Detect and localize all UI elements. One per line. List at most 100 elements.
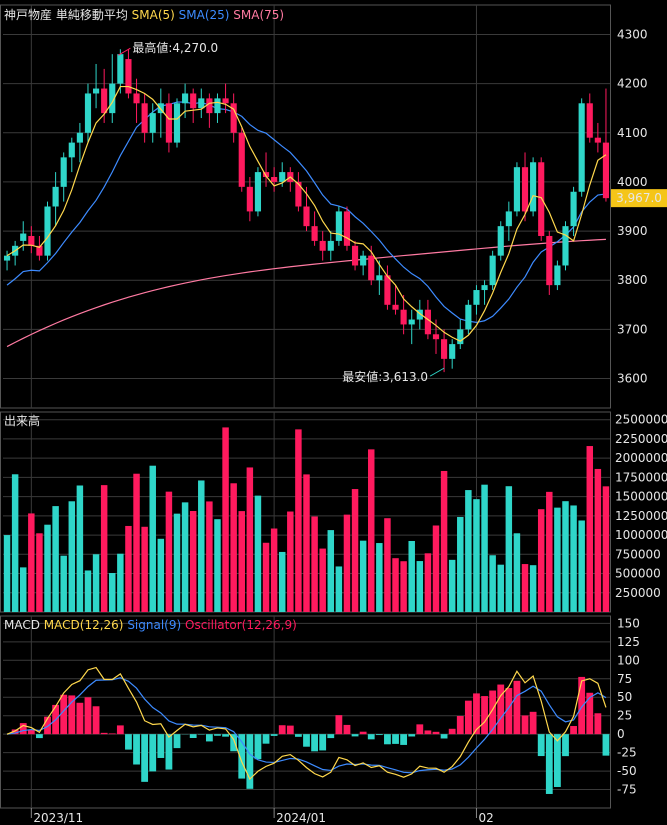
candle-body (157, 103, 164, 114)
oscillator-bar (84, 697, 92, 735)
volume-bar (368, 449, 375, 612)
volume-tick-label: 2000000 (615, 451, 667, 465)
macd-header-osc: Oscillator(12,26,9) (185, 618, 297, 632)
candle-body (578, 103, 585, 192)
candle-body (570, 191, 577, 227)
candle-body (586, 103, 593, 138)
volume-bar (157, 538, 165, 612)
candle-body (327, 240, 334, 251)
candle-body (481, 285, 488, 291)
candle-body (84, 93, 92, 133)
volume-bar (125, 525, 132, 612)
header-sma25: SMA(25) (179, 8, 234, 22)
candle-body (295, 181, 302, 207)
volume-bar (497, 564, 504, 612)
oscillator-bar (278, 725, 286, 735)
macd-tick-label: 125 (617, 635, 640, 649)
price-badge-bg (611, 189, 667, 208)
candle-body (182, 93, 189, 104)
oscillator-bar (448, 728, 456, 735)
candle-body (206, 98, 213, 114)
candle-body (311, 226, 318, 241)
oscillator-bar (375, 734, 383, 736)
volume-bar (481, 484, 488, 612)
volume-tick-label: 1250000 (615, 509, 667, 523)
volume-bar (295, 429, 302, 612)
price-tick-label: 4300 (617, 27, 648, 41)
volume-bar (351, 489, 359, 612)
volume-bar (335, 566, 343, 612)
volume-bar (189, 511, 197, 612)
volume-bar (424, 553, 432, 612)
candle-body (465, 304, 472, 330)
volume-tick-label: 1750000 (615, 470, 667, 484)
volume-bar (513, 533, 521, 612)
candle-body (246, 186, 253, 212)
oscillator-bar (529, 711, 537, 735)
candle-body (254, 172, 262, 212)
volume-bar (287, 511, 294, 612)
volume-tick-label: 1500000 (615, 490, 667, 504)
oscillator-bar (400, 734, 408, 745)
oscillator-bar (408, 734, 416, 737)
candle-body (303, 206, 310, 227)
oscillator-bar (295, 734, 302, 737)
oscillator-bar (214, 734, 221, 736)
oscillator-bar (570, 726, 577, 735)
candle-body (538, 162, 545, 236)
panel-border-1 (0, 4, 611, 409)
candle-body (408, 319, 415, 325)
x-tick-label: 02 (478, 811, 493, 825)
volume-bar (149, 465, 156, 612)
volume-bar (546, 491, 553, 612)
volume-bar (327, 530, 335, 612)
candle-body (279, 172, 286, 182)
oscillator-bar (586, 692, 594, 735)
volume-bar (238, 511, 245, 612)
candle-body (530, 162, 537, 212)
macd-header-macd: MACD(12,26) (44, 618, 128, 632)
volume-bar (343, 514, 351, 612)
oscillator-bar (125, 734, 132, 750)
oscillator-bar (92, 706, 100, 735)
volume-bar (76, 485, 84, 612)
volume-bar (448, 559, 456, 612)
volume-bar (133, 473, 140, 612)
candle-body (198, 98, 205, 109)
candle-body (594, 137, 601, 143)
candle-body (60, 157, 67, 187)
candle-body (602, 142, 610, 199)
volume-bar (578, 520, 585, 612)
candle-body (319, 240, 326, 251)
price-tick-label: 4100 (617, 126, 648, 140)
volume-bar (465, 490, 472, 612)
volume-bar (278, 551, 286, 612)
oscillator-bar (108, 733, 116, 735)
oscillator-bar (36, 734, 43, 739)
candle-body (424, 309, 431, 335)
macd-tick-label: 25 (617, 709, 632, 723)
volume-tick-label: 2500000 (615, 413, 667, 427)
candle-body (449, 344, 456, 359)
candle-body (165, 103, 172, 143)
volume-bar (165, 491, 173, 612)
candle-body (360, 255, 367, 266)
candle-body (562, 226, 569, 266)
oscillator-bar (11, 729, 19, 735)
oscillator-bar (157, 734, 165, 758)
oscillator-bar (473, 693, 480, 735)
volume-bar (529, 565, 537, 612)
volume-bar (141, 526, 148, 612)
candle-body (3, 255, 11, 261)
candle-body (368, 255, 375, 281)
candle-body (52, 186, 59, 207)
oscillator-bar (222, 734, 229, 737)
oscillator-bar (238, 734, 246, 779)
oscillator-bar (246, 734, 254, 789)
header-sma5: SMA(5) (132, 8, 179, 22)
volume-bar (262, 542, 270, 612)
oscillator-bar (578, 676, 586, 735)
oscillator-bar (100, 732, 108, 735)
volume-bar (554, 507, 561, 612)
